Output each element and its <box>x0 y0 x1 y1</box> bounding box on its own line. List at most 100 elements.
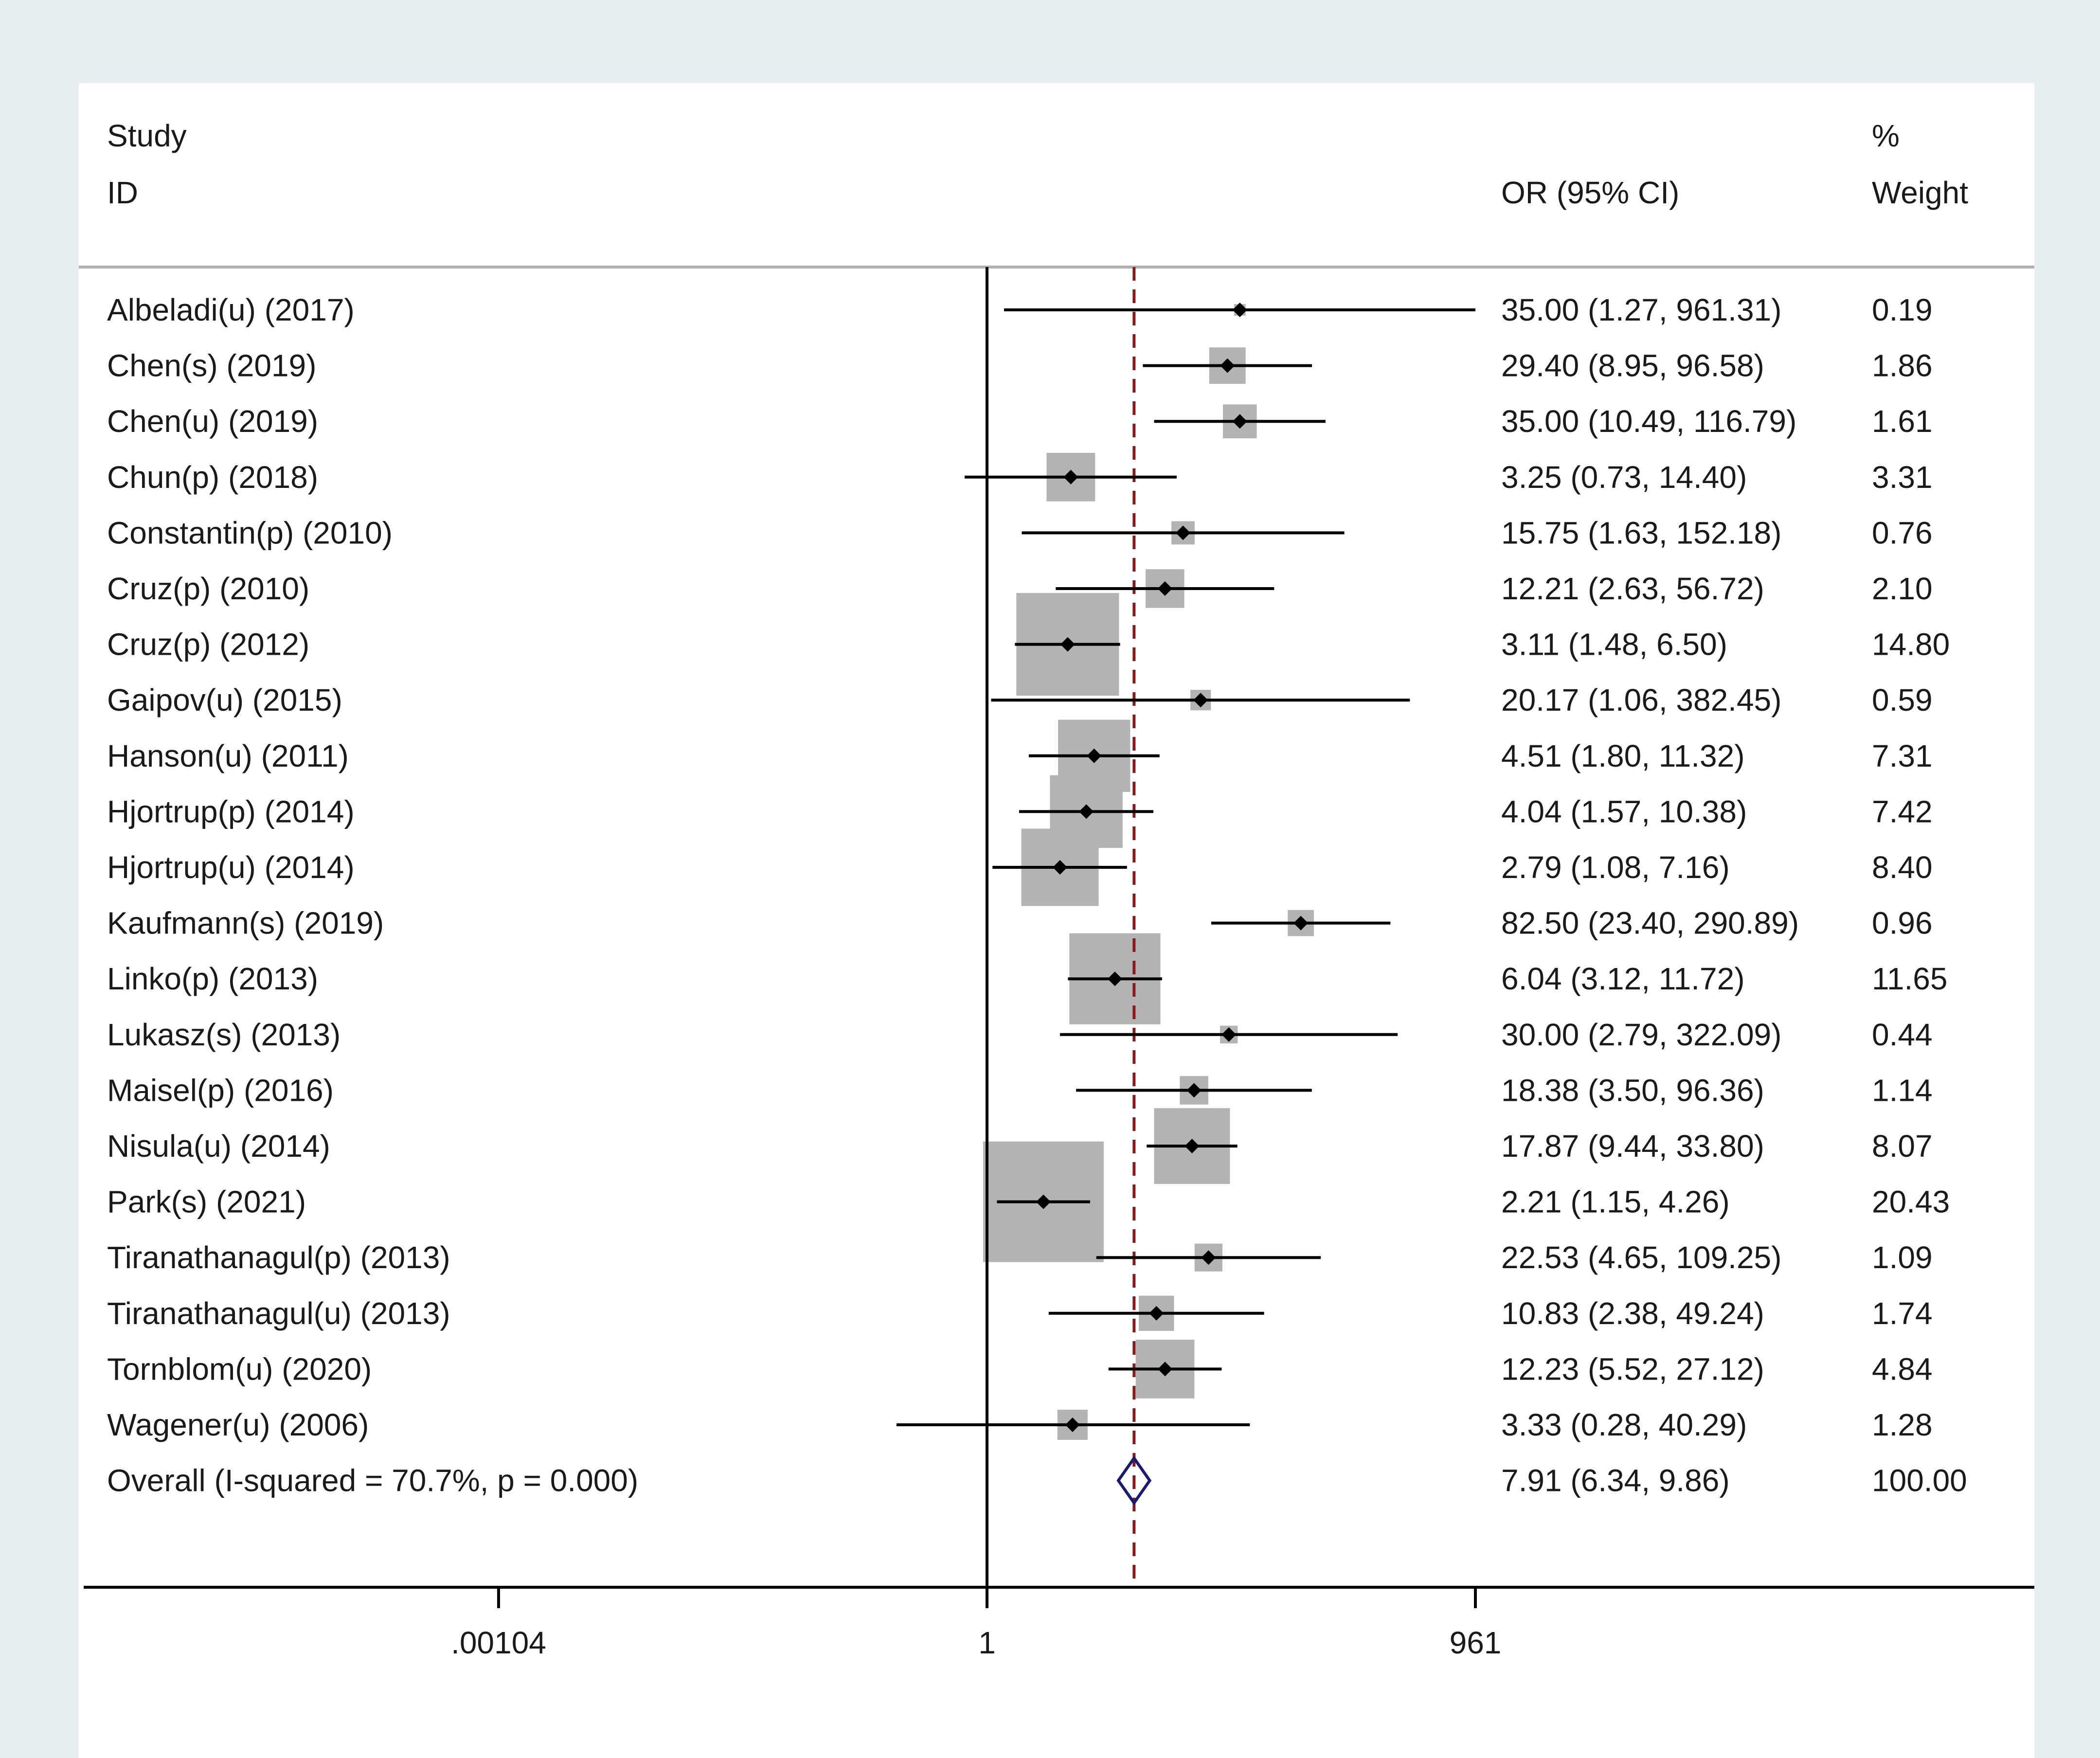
point-estimate <box>1176 525 1191 540</box>
study-label: Cruz(p) (2010) <box>107 571 309 606</box>
point-estimate <box>1193 693 1208 708</box>
x-tick-label: 1 <box>978 1625 996 1660</box>
point-estimate <box>1186 1083 1202 1098</box>
point-estimate <box>1065 1417 1080 1432</box>
overall-diamond <box>1116 1455 1152 1506</box>
header-estimate: OR (95% CI) <box>1501 175 1679 210</box>
weight-boxes <box>983 304 1314 1440</box>
study-label: Chun(p) (2018) <box>107 460 318 495</box>
point-estimate <box>1158 1362 1173 1377</box>
estimate-text: 82.50 (23.40, 290.89) <box>1501 906 1799 941</box>
estimate-text: 22.53 (4.65, 109.25) <box>1501 1240 1781 1275</box>
study-label: Lukasz(s) (2013) <box>107 1017 341 1052</box>
estimate-text: 35.00 (1.27, 961.31) <box>1501 292 1781 327</box>
weight-text: 2.10 <box>1872 571 1933 606</box>
estimate-text: 30.00 (2.79, 322.09) <box>1501 1017 1781 1052</box>
point-estimate <box>1157 581 1172 596</box>
point-estimate <box>1220 358 1235 373</box>
point-estimates <box>1036 303 1309 1432</box>
weight-text: 0.96 <box>1872 906 1933 941</box>
point-estimate <box>1060 637 1075 652</box>
point-estimate <box>1149 1306 1164 1321</box>
study-label: Hanson(u) (2011) <box>107 738 349 773</box>
weight-text: 20.43 <box>1872 1184 1950 1220</box>
overall-estimate-text: 7.91 (6.34, 9.86) <box>1501 1463 1730 1498</box>
estimate-text: 12.21 (2.63, 56.72) <box>1501 571 1764 606</box>
forest-plot-panel: Study ID OR (95% CI) % Weight Albeladi(u… <box>79 83 2034 1758</box>
weight-text: 1.74 <box>1872 1296 1933 1331</box>
table-header: Study ID OR (95% CI) % Weight <box>79 118 2034 269</box>
weight-text: 0.19 <box>1872 292 1933 327</box>
weight-text: 0.76 <box>1872 515 1933 550</box>
point-estimate <box>1107 971 1122 987</box>
weight-text: 1.28 <box>1872 1407 1933 1442</box>
study-label: Tiranathanagul(u) (2013) <box>107 1296 450 1331</box>
study-label: Albeladi(u) (2017) <box>107 292 355 327</box>
study-label: Constantin(p) (2010) <box>107 515 393 550</box>
forest-plot: Study ID OR (95% CI) % Weight Albeladi(u… <box>79 118 2034 1660</box>
estimate-text: 3.11 (1.48, 6.50) <box>1501 627 1727 662</box>
study-label: Nisula(u) (2014) <box>107 1129 330 1164</box>
study-labels: Albeladi(u) (2017) Chen(s) (2019) Chen(u) … <box>107 292 638 1498</box>
estimate-text: 10.83 (2.38, 49.24) <box>1501 1296 1764 1331</box>
estimate-text: 29.40 (8.95, 96.58) <box>1501 348 1764 383</box>
study-label: Wagener(u) (2006) <box>107 1407 369 1442</box>
point-estimate <box>1185 1139 1200 1153</box>
study-label: Hjortrup(p) (2014) <box>107 794 355 829</box>
point-estimate <box>1079 804 1094 819</box>
study-label: Maisel(p) (2016) <box>107 1073 334 1108</box>
weight-text: 8.40 <box>1872 850 1933 885</box>
estimate-text: 4.04 (1.57, 10.38) <box>1501 794 1747 829</box>
x-tick-label: 961 <box>1450 1625 1502 1660</box>
weight-text: 0.59 <box>1872 682 1933 718</box>
estimate-text: 2.21 (1.15, 4.26) <box>1501 1184 1730 1220</box>
estimate-text: 3.33 (0.28, 40.29) <box>1501 1407 1747 1442</box>
weight-text: 4.84 <box>1872 1351 1933 1386</box>
point-estimate <box>1221 1027 1237 1042</box>
header-weight: Weight <box>1872 175 1968 210</box>
point-estimate <box>1063 469 1078 484</box>
overall-diamond-group <box>1116 1455 1152 1506</box>
estimate-text: 4.51 (1.80, 11.32) <box>1501 738 1745 773</box>
x-tick-label: .00104 <box>451 1625 546 1660</box>
estimate-text: 35.00 (10.49, 116.79) <box>1501 404 1796 439</box>
study-label: Cruz(p) (2012) <box>107 627 309 662</box>
point-estimate <box>1201 1250 1216 1265</box>
point-estimate <box>1052 860 1067 875</box>
weight-texts: 0.19 1.86 1.61 3.31 0.76 2.10 14.80 0.59 7.31 7.4… <box>1872 292 1967 1498</box>
weight-text: 7.42 <box>1872 794 1933 829</box>
study-label: Gaipov(u) (2015) <box>107 682 342 718</box>
weight-text: 14.80 <box>1872 627 1950 662</box>
point-estimate <box>1232 303 1247 317</box>
weight-text: 0.44 <box>1872 1017 1933 1052</box>
weight-text: 11.65 <box>1872 961 1947 996</box>
overall-weight-text: 100.00 <box>1872 1463 1967 1498</box>
overall-label: Overall (I-squared = 70.7%, p = 0.000) <box>107 1463 638 1498</box>
study-label: Park(s) (2021) <box>107 1184 306 1220</box>
weight-text: 1.09 <box>1872 1240 1933 1275</box>
study-label: Chen(s) (2019) <box>107 348 316 383</box>
estimate-text: 18.38 (3.50, 96.36) <box>1501 1073 1764 1108</box>
weight-text: 7.31 <box>1872 738 1933 773</box>
x-axis: .00104 1 961 <box>84 1586 2034 1660</box>
estimate-text: 17.87 (9.44, 33.80) <box>1501 1129 1764 1164</box>
header-weight-percent: % <box>1872 118 1900 153</box>
header-study: Study <box>107 118 187 153</box>
weight-text: 1.61 <box>1872 404 1933 439</box>
estimate-text: 15.75 (1.63, 152.18) <box>1501 515 1781 550</box>
estimate-text: 20.17 (1.06, 382.45) <box>1501 682 1781 718</box>
point-estimate <box>1087 748 1102 763</box>
estimate-text: 3.25 (0.73, 14.40) <box>1501 460 1747 495</box>
estimate-text: 12.23 (5.52, 27.12) <box>1501 1351 1764 1386</box>
study-label: Kaufmann(s) (2019) <box>107 906 384 941</box>
study-label: Chen(u) (2019) <box>107 404 318 439</box>
weight-text: 1.14 <box>1872 1073 1933 1108</box>
study-label: Tiranathanagul(p) (2013) <box>107 1240 450 1275</box>
point-estimate <box>1036 1194 1051 1209</box>
study-label: Tornblom(u) (2020) <box>107 1351 372 1386</box>
estimate-text: 2.79 (1.08, 7.16) <box>1501 850 1730 885</box>
estimate-text: 6.04 (3.12, 11.72) <box>1501 961 1745 996</box>
point-estimate <box>1232 414 1247 429</box>
weight-text: 8.07 <box>1872 1129 1933 1164</box>
weight-text: 1.86 <box>1872 348 1933 383</box>
